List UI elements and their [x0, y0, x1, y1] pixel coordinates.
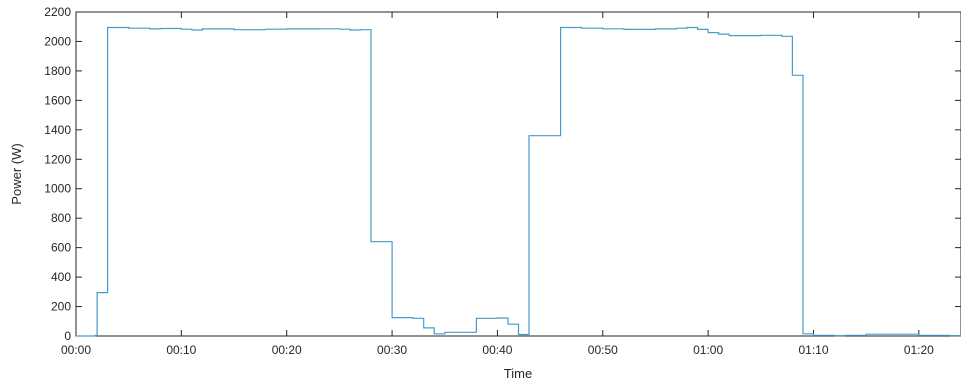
y-tick-label: 1200	[44, 152, 71, 166]
y-tick-label: 800	[51, 211, 71, 225]
power-series-line	[76, 26, 961, 337]
x-tick-label: 00:10	[166, 343, 196, 357]
x-tick-label: 01:20	[904, 343, 934, 357]
x-tick-label: 00:50	[588, 343, 618, 357]
y-tick-label: 1600	[44, 93, 71, 107]
x-tick-label: 01:00	[693, 343, 723, 357]
y-axis-label: Power (W)	[9, 143, 24, 204]
y-tick-label: 2000	[44, 34, 71, 48]
x-axis-label: Time	[504, 366, 532, 381]
y-tick-label: 200	[51, 300, 71, 314]
x-tick-label: 00:30	[377, 343, 407, 357]
x-axis-ticks: 00:00 00:10 00:20 00:30 00:40 00:50 01:00 01:10…	[61, 12, 934, 357]
y-tick-label: 1000	[44, 182, 71, 196]
x-tick-label: 00:00	[61, 343, 91, 357]
x-tick-label: 01:10	[798, 343, 828, 357]
y-tick-label: 1800	[44, 64, 71, 78]
y-tick-label: 1400	[44, 123, 71, 137]
x-tick-label: 00:20	[272, 343, 302, 357]
plot-box	[75, 11, 961, 337]
y-axis-ticks: 0 200 400 600 800 1000 1200 1400 1600 1800 2000 220…	[44, 5, 961, 343]
y-tick-label: 2200	[44, 5, 71, 19]
y-tick-label: 600	[51, 241, 71, 255]
y-tick-label: 0	[64, 329, 71, 343]
x-tick-label: 00:40	[482, 343, 512, 357]
y-tick-label: 400	[51, 270, 71, 284]
